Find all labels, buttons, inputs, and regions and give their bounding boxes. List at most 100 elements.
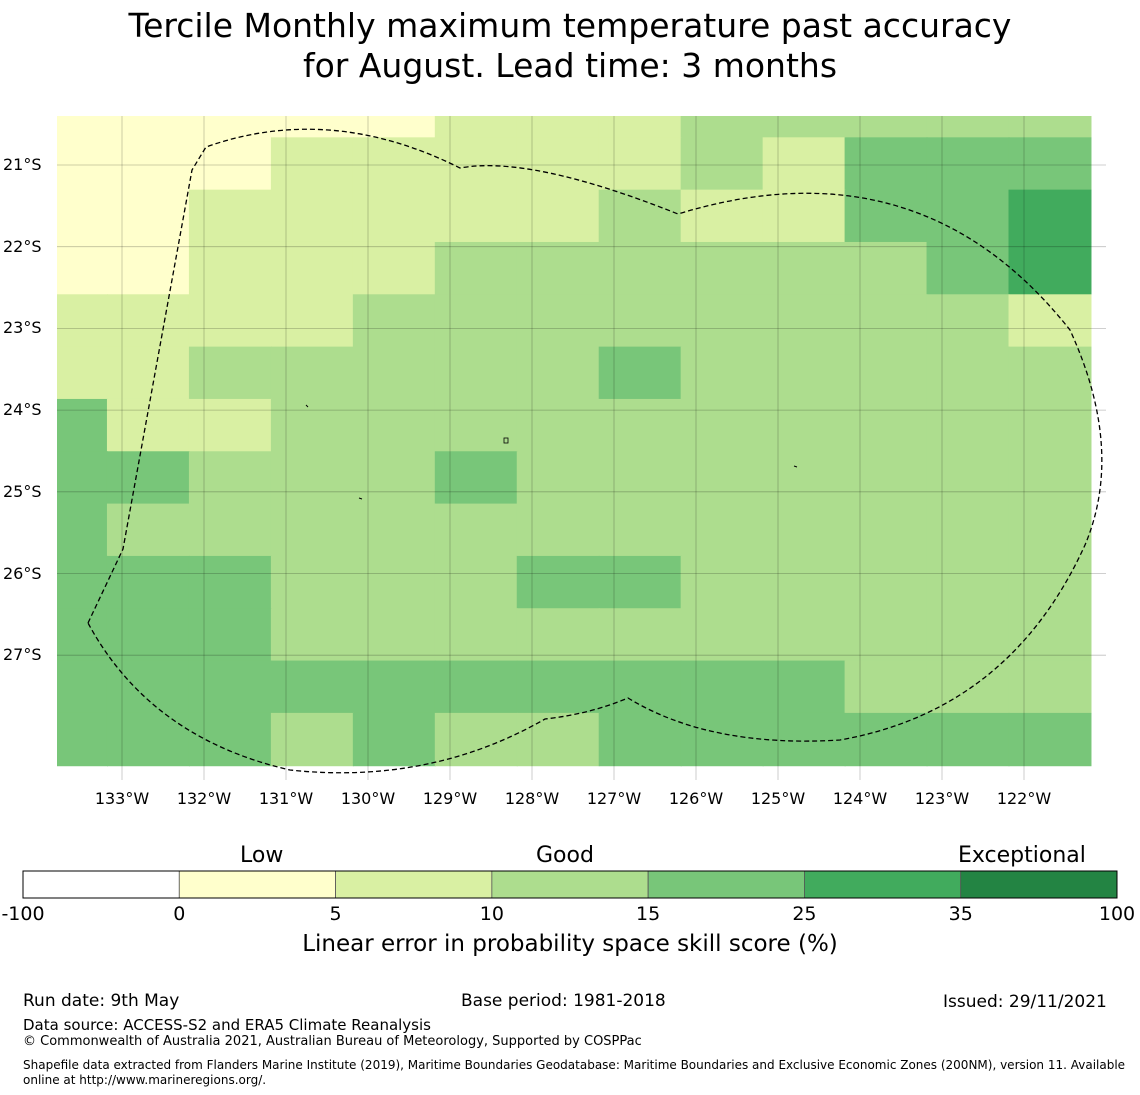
skill-grid — [57, 116, 1092, 767]
grid-cell — [188, 660, 272, 714]
grid-cell — [352, 137, 436, 191]
grid-cell — [926, 294, 1010, 348]
grid-cell — [516, 116, 600, 139]
title-line-2: for August. Lead time: 3 months — [302, 46, 838, 85]
grid-cell — [352, 503, 436, 557]
grid-cell — [270, 346, 354, 400]
colorbar-segment — [178, 870, 336, 899]
grid-cell — [598, 555, 682, 610]
grid-cell — [106, 660, 190, 714]
grid-cell — [680, 137, 764, 191]
grid-cell — [516, 294, 600, 348]
grid-cell — [270, 241, 354, 296]
grid-cell — [1008, 555, 1092, 610]
grid-cell — [598, 451, 682, 505]
grid-cell — [352, 712, 436, 767]
grid-cell — [844, 608, 928, 662]
grid-cell — [188, 241, 272, 296]
grid-cell — [680, 346, 764, 400]
grid-cell — [844, 137, 928, 191]
grid-cell — [516, 189, 600, 243]
grid-cell — [844, 294, 928, 348]
grid-cell — [106, 608, 190, 662]
grid-cell — [926, 608, 1010, 662]
grid-cell — [270, 137, 354, 191]
shapefile-credit: Shapefile data extracted from Flanders M… — [23, 1058, 1126, 1087]
grid-cell — [270, 189, 354, 243]
longitude-label: 128°W — [504, 789, 560, 808]
grid-cell — [270, 451, 354, 505]
grid-cell — [434, 398, 518, 453]
grid-cell — [598, 660, 682, 714]
grid-cell — [270, 555, 354, 610]
colorbar-tick-label: 25 — [792, 903, 817, 925]
grid-cell — [516, 608, 600, 662]
grid-cell — [188, 294, 272, 348]
longitude-label: 132°W — [176, 789, 232, 808]
grid-cell — [516, 137, 600, 191]
grid-cell — [106, 451, 190, 505]
grid-cell — [188, 555, 272, 610]
latitude-label: 27°S — [3, 645, 42, 665]
grid-cell — [598, 116, 682, 139]
grid-cell — [352, 346, 436, 400]
grid-cell — [57, 137, 108, 191]
grid-cell — [598, 294, 682, 348]
grid-cell — [598, 608, 682, 662]
grid-cell — [516, 660, 600, 714]
colorbar-tick-label: 5 — [329, 903, 342, 925]
longitude-label: 129°W — [422, 789, 478, 808]
grid-cell — [106, 712, 190, 767]
grid-cell — [270, 608, 354, 662]
grid-cell — [844, 660, 928, 714]
grid-cell — [270, 660, 354, 714]
eez-boundary — [87, 128, 1103, 774]
grid-cell — [1008, 398, 1092, 453]
grid-cell — [926, 555, 1010, 610]
grid-cell — [516, 398, 600, 453]
longitude-label: 127°W — [586, 789, 642, 808]
longitude-label: 130°W — [340, 789, 396, 808]
grid-cell — [352, 398, 436, 453]
grid-cell — [680, 555, 764, 610]
grid-cell — [1008, 608, 1092, 662]
grid-cell — [188, 116, 272, 139]
grid-cell — [926, 189, 1010, 243]
grid-cell — [762, 346, 846, 400]
grid-cell — [516, 555, 600, 610]
grid-cell — [680, 189, 764, 243]
grid-cell — [926, 503, 1010, 557]
grid-cell — [57, 116, 108, 139]
grid-cell — [844, 555, 928, 610]
colorbar-tick-label: 35 — [948, 903, 973, 925]
grid-cell — [1008, 503, 1092, 557]
grid-cell — [270, 712, 354, 767]
colorbar-segment — [804, 870, 962, 899]
grid-cell — [106, 189, 190, 243]
grid-cell — [926, 398, 1010, 453]
base-period: Base period: 1981-2018 — [461, 991, 666, 1011]
grid-cell — [434, 241, 518, 296]
grid-cell — [434, 137, 518, 191]
grid-cell — [1008, 451, 1092, 505]
grid-cell — [106, 555, 190, 610]
grid-cell — [926, 346, 1010, 400]
grid-cell — [188, 398, 272, 453]
grid-cell — [106, 346, 190, 400]
grid-cell — [598, 346, 682, 400]
grid-cell — [762, 294, 846, 348]
grid-cell — [1008, 189, 1092, 243]
grid-cell — [1008, 137, 1092, 191]
grid-cell — [270, 294, 354, 348]
colorbar-title: Linear error in probability space skill … — [302, 931, 838, 957]
grid-cell — [762, 189, 846, 243]
grid-cell — [926, 116, 1010, 139]
colorbar-word-good: Good — [536, 843, 594, 868]
grid-cell — [188, 189, 272, 243]
grid-cell — [434, 451, 518, 505]
island-marks — [305, 404, 798, 500]
grid-cell — [1008, 712, 1092, 767]
colorbar-tick-label: 10 — [479, 903, 504, 925]
grid-cell — [434, 503, 518, 557]
colorbar-segment — [22, 870, 180, 899]
